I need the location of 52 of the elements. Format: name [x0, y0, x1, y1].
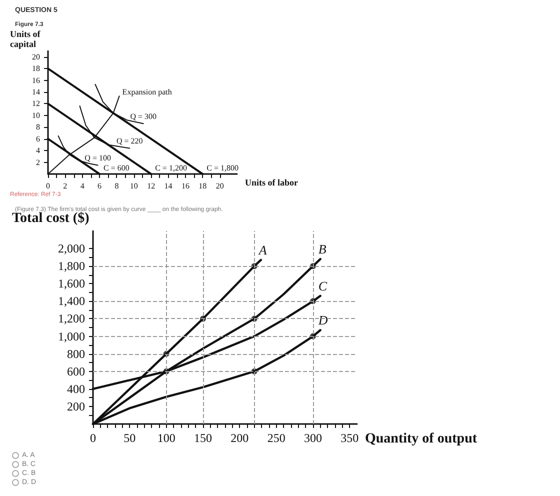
x-tick-label: 16: [181, 182, 190, 190]
x-axis-title: Quantity of output: [365, 432, 478, 446]
x-tick-label: 100: [157, 431, 176, 445]
y-tick-label: 800: [67, 346, 85, 361]
y-tick-label: 1,000: [58, 329, 85, 344]
series-label: Q = 300: [130, 112, 157, 122]
x-tick-label: 200: [230, 431, 249, 445]
series-label: C = 1,200: [155, 164, 187, 172]
series-label: A: [258, 242, 267, 258]
series-label: D: [317, 312, 328, 328]
y-tick-label: 200: [67, 399, 85, 414]
y-tick-label: 2,000: [58, 242, 85, 256]
y-tick-label: 10: [32, 110, 40, 120]
x-tick-label: 150: [194, 431, 212, 445]
x-tick-label: 20: [216, 182, 224, 190]
y-tick-label: 1,400: [58, 294, 85, 308]
y-tick-label: 6: [36, 134, 40, 144]
y-tick-label: 8: [36, 122, 40, 132]
x-tick-label: 6: [98, 182, 102, 190]
y-tick-label: 1,800: [58, 259, 85, 274]
series-label: C = 600: [104, 164, 130, 172]
series-label: B: [318, 242, 326, 257]
y-axis-title: Total cost ($): [12, 211, 90, 226]
series-label: Q = 100: [84, 154, 111, 163]
y-tick-label: 400: [67, 382, 85, 396]
series-label: Q = 220: [116, 136, 143, 146]
y-tick-label: 16: [32, 76, 40, 85]
series-label: C = 1,800: [206, 164, 238, 172]
x-tick-label: 0: [90, 431, 96, 445]
x-tick-label: 0: [46, 182, 50, 190]
x-tick-label: 8: [114, 182, 119, 190]
x-tick-label: 18: [198, 182, 207, 190]
y-tick-label: 1,200: [58, 312, 85, 326]
y-tick-label: 4: [36, 146, 40, 156]
x-tick-label: 50: [124, 431, 136, 445]
y-tick-label: 20: [32, 52, 40, 62]
x-tick-label: 250: [267, 431, 286, 445]
y-tick-label: 18: [32, 64, 40, 74]
y-tick-label: 1,600: [58, 276, 85, 291]
y-tick-label: 2: [36, 158, 40, 167]
y-tick-label: 14: [32, 88, 40, 96]
x-tick-label: 14: [164, 182, 172, 190]
x-tick-label: 350: [340, 431, 359, 445]
x-tick-label: 300: [304, 431, 322, 445]
series-label: C: [318, 278, 328, 294]
series-label: Expansion path: [122, 88, 172, 97]
y-tick-label: 12: [32, 99, 40, 108]
x-axis-title: Units of labor: [245, 178, 298, 188]
y-tick-label: 600: [67, 364, 85, 378]
x-tick-label: 12: [147, 182, 156, 190]
y-axis-title: Units of capital: [10, 29, 42, 50]
x-tick-label: 10: [130, 182, 138, 190]
